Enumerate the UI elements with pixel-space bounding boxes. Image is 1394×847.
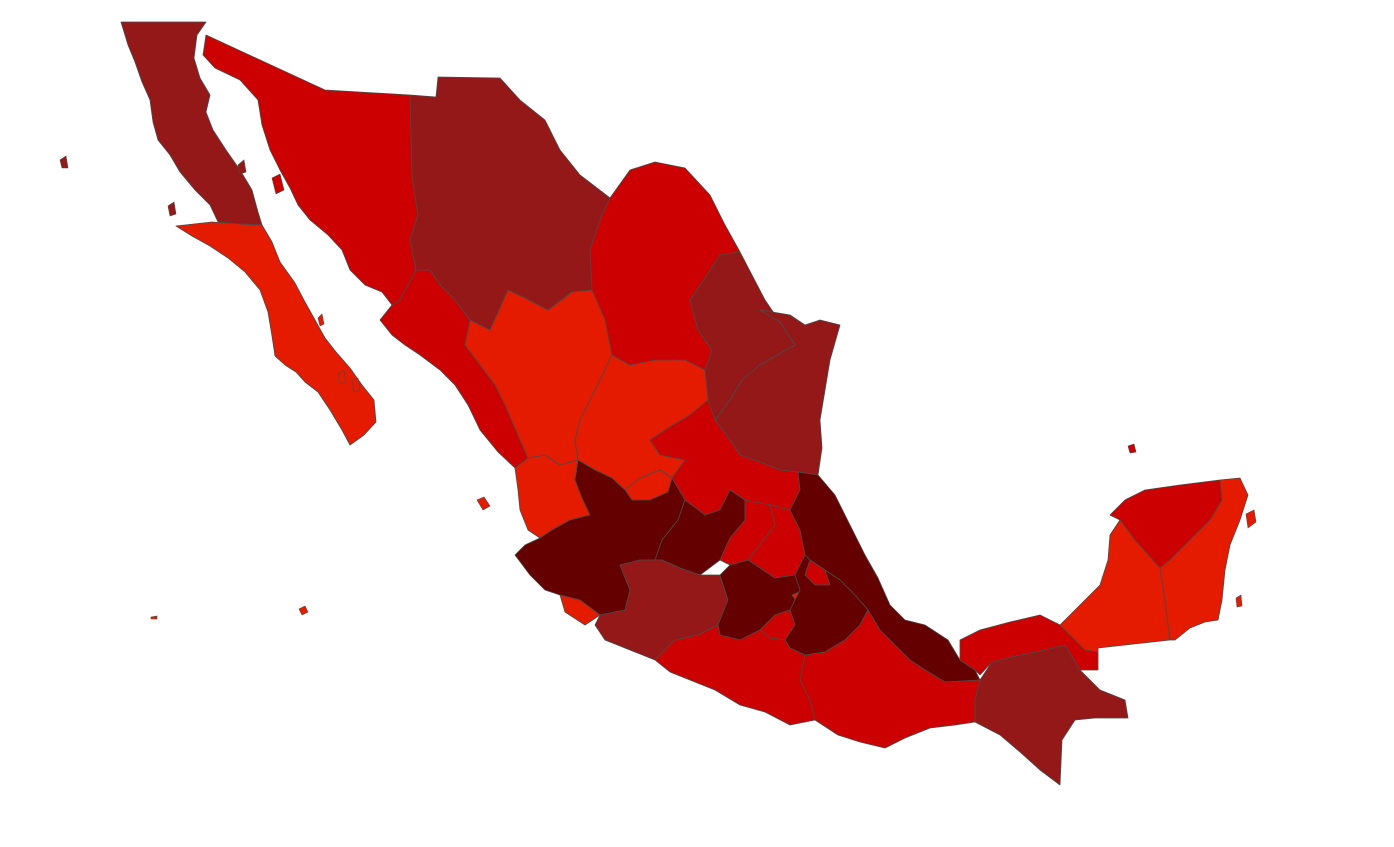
- state-baja-california-sur[interactable]: [175, 221, 377, 446]
- island-marias: [476, 496, 491, 511]
- island-cedros: [167, 201, 177, 217]
- state-quintana-roo[interactable]: [1159, 477, 1249, 641]
- island-tiburon: [271, 173, 285, 195]
- island-cozumel: [1245, 509, 1257, 529]
- island-gulf-1: [237, 159, 247, 175]
- state-colima[interactable]: [559, 594, 601, 626]
- island-socorro: [298, 605, 309, 616]
- island-gulf-3: [337, 369, 347, 385]
- state-chiapas[interactable]: [974, 644, 1129, 786]
- island-gulf-4: [351, 377, 361, 393]
- island-guadalupe: [59, 155, 69, 169]
- island-banco-chinchorro: [1235, 594, 1243, 608]
- island-gulf-2: [317, 313, 325, 327]
- state-tabasco[interactable]: [959, 614, 1099, 676]
- island-clarion: [150, 615, 158, 620]
- state-sinaloa[interactable]: [379, 269, 529, 469]
- island-arrecife-alacranes: [1127, 443, 1137, 454]
